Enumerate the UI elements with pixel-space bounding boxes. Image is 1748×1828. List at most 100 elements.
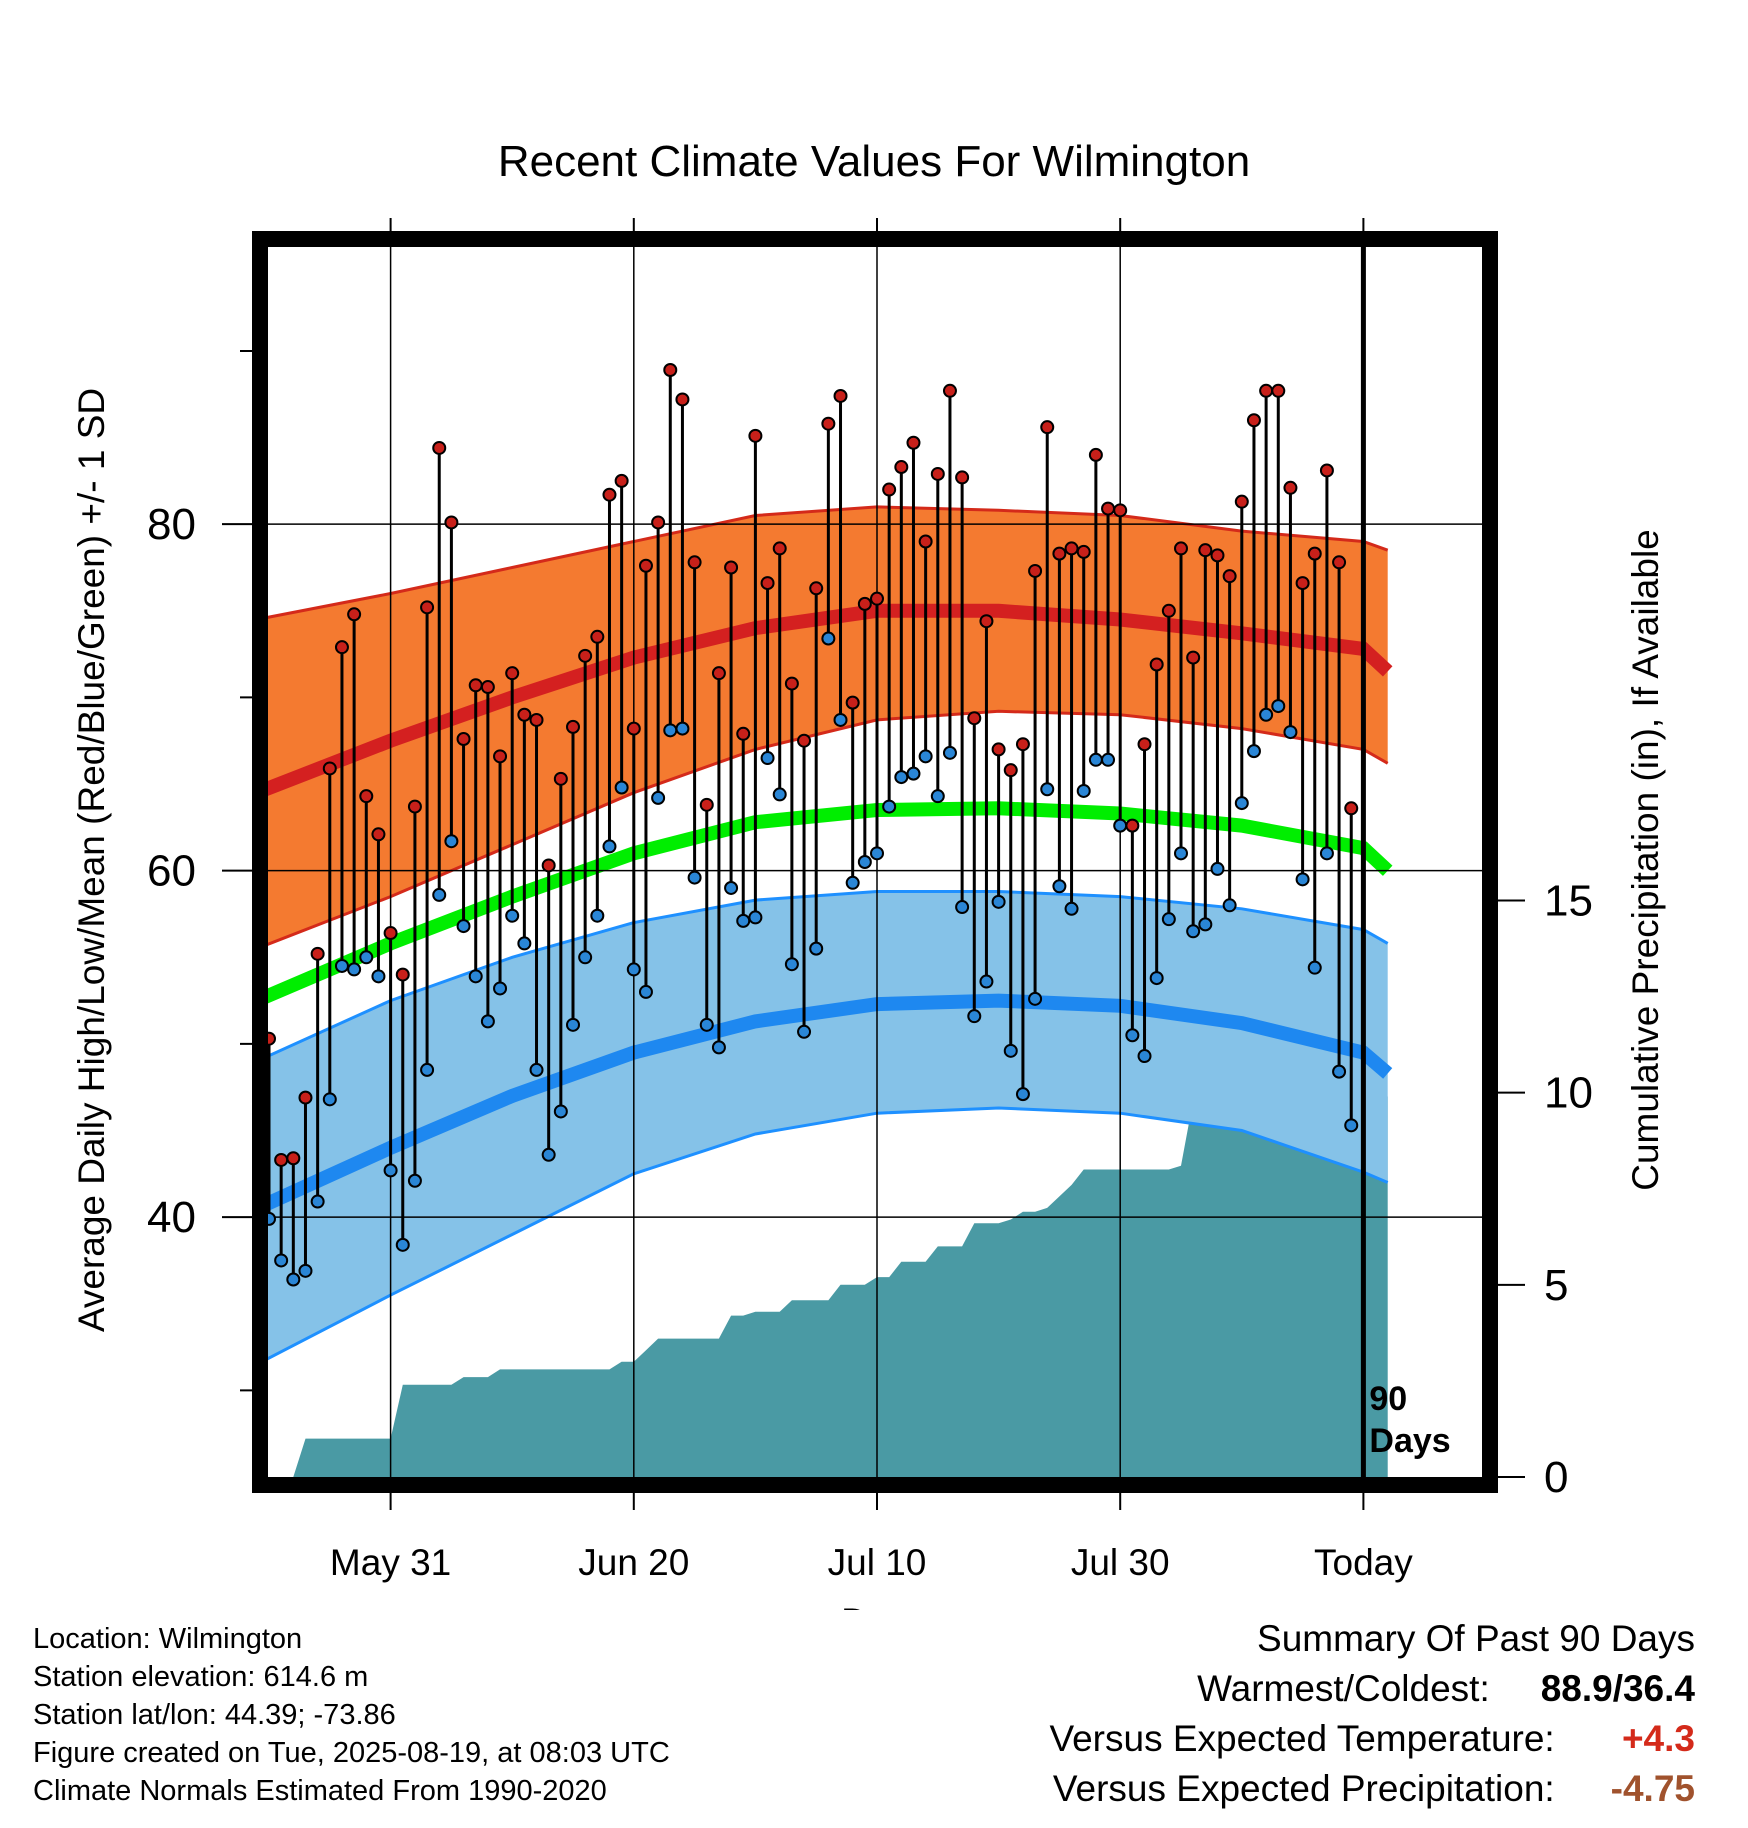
y-tick-label-left: 60 [147,847,196,896]
daily-low-point [1149,971,1164,986]
warmest-coldest-value: 88.9/36.4 [1540,1668,1695,1709]
daily-low-point [1259,707,1274,722]
temp-anomaly-row: Versus Expected Temperature: +4.3 [1049,1714,1695,1764]
daily-high-point [590,629,605,644]
daily-low-point [1332,1064,1347,1079]
y-tick-label-left: 40 [147,1193,196,1242]
daily-low-point [979,974,994,989]
daily-high-point [1028,563,1043,578]
daily-low-point [955,900,970,915]
daily-low-point [736,913,751,928]
latlon-text: Station lat/lon: 44.39; -73.86 [33,1699,396,1731]
daily-low-point [857,855,872,869]
daily-high-point [614,473,629,488]
daily-high-point [967,711,982,726]
daily-high-point [371,827,386,842]
y-tick-label-right: 10 [1544,1069,1593,1118]
today-days-label: Days [1369,1422,1450,1460]
daily-high-point [395,967,410,982]
daily-high-point [882,482,897,497]
daily-high-point [784,676,799,691]
climate-chart: Recent Climate Values For Wilmington Ave… [71,137,1666,1610]
daily-high-point [334,640,349,655]
daily-high-point [1101,501,1116,516]
y-axis-label-left: Average Daily High/Low/Mean (Red/Blue/Gr… [71,388,112,1332]
daily-low-point [1198,917,1213,932]
daily-high-point [602,487,617,502]
daily-low-point [748,910,763,925]
daily-low-point [566,1017,580,1032]
daily-low-point [1003,1043,1018,1058]
daily-high-point [1210,548,1225,563]
location-text: Location: Wilmington [33,1623,303,1655]
daily-high-point [870,591,884,606]
daily-low-point [711,1040,726,1055]
daily-low-point [894,770,909,785]
daily-low-point [1186,924,1201,939]
precip-area [268,1096,1388,1477]
daily-low-point [517,936,532,951]
daily-low-point [468,969,483,984]
daily-high-point [1283,480,1298,495]
daily-high-point [979,614,994,629]
daily-high-point [1015,737,1030,752]
daily-low-point [590,908,605,923]
y-tick-label-left: 80 [147,500,196,549]
daily-high-point [1271,383,1286,398]
daily-low-point [797,1024,812,1039]
daily-low-point [602,839,617,854]
y-tick-label-right: 15 [1544,876,1593,925]
daily-high-point [456,732,471,746]
daily-high-point [760,576,775,591]
daily-low-point [493,981,508,996]
daily-high-point [821,416,836,431]
daily-low-point [626,962,641,977]
today-days-number: 90 [1369,1380,1407,1418]
daily-low-point [675,721,690,736]
station-info: Location: Wilmington Station elevation: … [33,1620,670,1810]
daily-high-point [675,392,690,407]
daily-low-point [821,631,836,646]
daily-low-point [1210,861,1225,876]
daily-high-point [748,428,763,443]
daily-high-point [699,797,714,812]
normals-text: Climate Normals Estimated From 1990-2020 [33,1775,607,1807]
daily-high-point [1149,657,1164,672]
x-tick-label: Jul 10 [828,1542,927,1583]
daily-low-point [991,894,1006,909]
plot-area: 90 Days 40 60 80 0 5 10 15 May 31 Jun 20 Jul 10 Jul … [147,218,1593,1583]
daily-low-point [1234,796,1249,811]
daily-low-point [347,962,362,977]
daily-high-point [383,926,398,941]
daily-high-point [1344,801,1359,816]
daily-low-point [553,1104,568,1119]
daily-low-point [942,745,957,760]
daily-high-point [480,680,495,695]
daily-high-point [1161,603,1176,618]
daily-high-point [930,466,945,481]
daily-high-point [1076,544,1091,559]
daily-high-point [298,1090,313,1105]
daily-low-point [651,790,666,805]
daily-low-point [505,908,520,923]
daily-low-point [359,950,374,965]
daily-low-point [1307,960,1322,975]
daily-high-point [1295,576,1310,591]
daily-high-point [1259,383,1274,398]
daily-high-point [991,742,1006,757]
daily-low-point [456,919,471,934]
x-axis-label: Day [841,1601,907,1610]
daily-low-point [1052,879,1067,894]
daily-high-point [1113,503,1128,518]
daily-high-point [1186,650,1201,665]
daily-high-point [845,695,860,710]
daily-low-point [1015,1087,1030,1102]
daily-high-point [736,726,751,741]
created-text: Figure created on Tue, 2025-08-19, at 08… [33,1737,670,1769]
daily-low-point [638,984,653,999]
daily-high-point [420,600,435,615]
daily-high-point [833,388,848,403]
precip-anomaly-label: Versus Expected Precipitation: [1052,1768,1555,1809]
summary-panel: Summary Of Past 90 Days Warmest/Coldest:… [1049,1614,1695,1814]
daily-high-point [566,719,580,734]
